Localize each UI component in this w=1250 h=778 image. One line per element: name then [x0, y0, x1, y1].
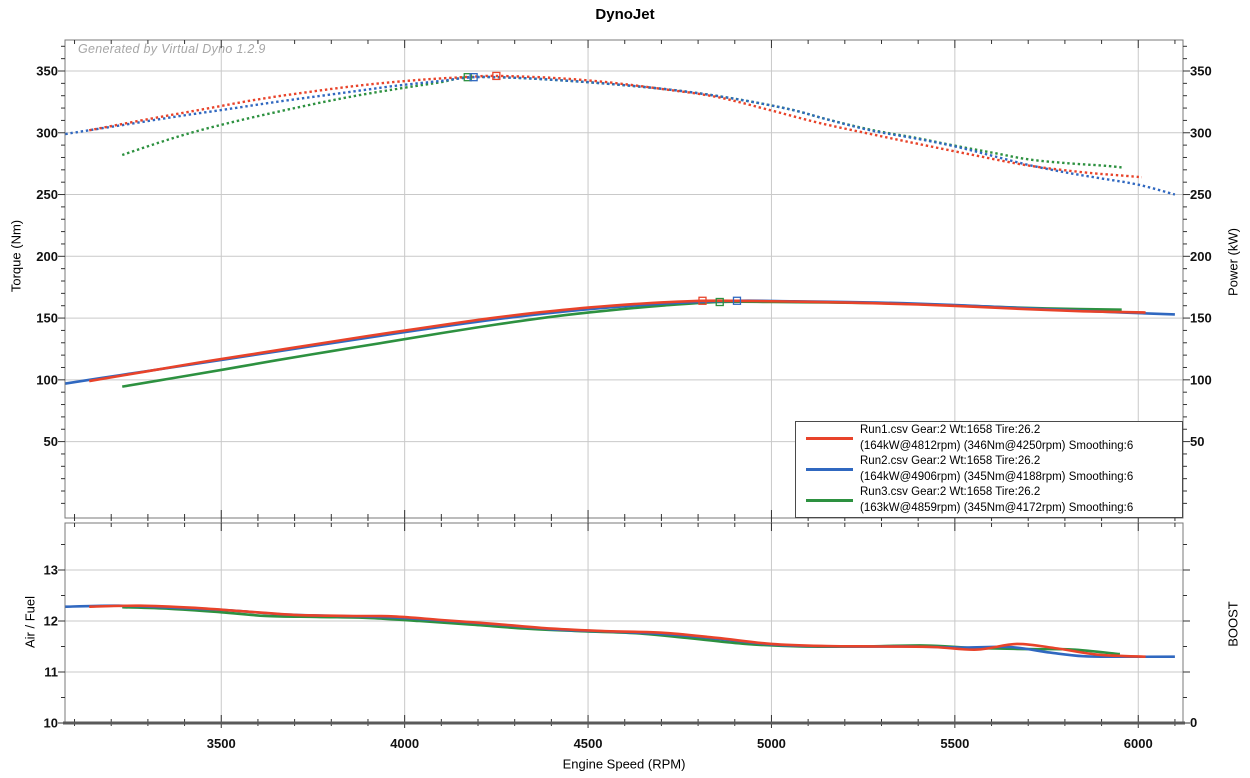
panel-border	[64, 522, 1184, 724]
tick-label: 200	[1190, 249, 1212, 264]
boost-axis-title: BOOST	[1225, 601, 1241, 647]
legend-item-run1: Run1.csv Gear:2 Wt:1658 Tire:26.2 (164kW@…	[796, 423, 1182, 454]
tick-label: 100	[36, 372, 58, 387]
legend-item-text: Run2.csv Gear:2 Wt:1658 Tire:26.2 (164kW@…	[860, 454, 1133, 485]
tick-label: 10	[44, 716, 58, 731]
x-axis-title: Engine Speed (RPM)	[562, 756, 686, 772]
legend-item-text: Run3.csv Gear:2 Wt:1658 Tire:26.2 (163kW@…	[860, 485, 1133, 516]
watermark: Generated by Virtual Dyno 1.2.9	[78, 42, 266, 56]
tick-label: 300	[36, 125, 58, 140]
tick-label: 11	[44, 665, 58, 680]
power-axis-title: Power (kW)	[1225, 228, 1241, 296]
tick-label: 4000	[390, 736, 419, 751]
chart-title: DynoJet	[595, 6, 655, 23]
peak-marker	[698, 296, 707, 305]
peak-marker	[469, 73, 478, 82]
tick-label: 150	[1190, 311, 1212, 326]
legend-item-line2: (164kW@4906rpm) (345Nm@4188rpm) Smoothin…	[860, 470, 1134, 483]
series-run1-air-fuel	[89, 604, 1146, 658]
torque-axis-title: Torque (Nm)	[8, 219, 24, 293]
tick-label: 50	[1190, 434, 1204, 449]
tick-label: 0	[1190, 715, 1197, 730]
tick-label: 150	[36, 311, 58, 326]
legend-item-line2: (164kW@4812rpm) (346Nm@4250rpm) Smoothin…	[860, 439, 1134, 452]
air-fuel-axis-title: Air / Fuel	[22, 595, 38, 649]
tick-label: 100	[1190, 372, 1212, 387]
legend-item-line2: (163kW@4859rpm) (345Nm@4172rpm) Smoothin…	[860, 501, 1134, 514]
legend-swatch-line	[806, 437, 853, 440]
tick-label: 5500	[940, 736, 969, 751]
tick-label: 250	[36, 187, 58, 202]
series-run1-power-kw-	[88, 299, 1146, 383]
legend-item-line1: Run1.csv Gear:2 Wt:1658 Tire:26.2	[860, 424, 1041, 436]
tick-label: 6000	[1124, 736, 1153, 751]
tick-label: 4500	[574, 736, 603, 751]
tick-label: 3500	[207, 736, 236, 751]
tick-label: 50	[44, 434, 58, 449]
tick-label: 350	[1190, 64, 1212, 79]
legend-item-line1: Run3.csv Gear:2 Wt:1658 Tire:26.2	[860, 486, 1041, 498]
legend-swatch-line	[806, 468, 853, 471]
tick-label: 300	[1190, 125, 1212, 140]
legend-item-run2: Run2.csv Gear:2 Wt:1658 Tire:26.2 (164kW@…	[796, 454, 1182, 485]
tick-label: 250	[1190, 187, 1212, 202]
peak-marker	[732, 296, 742, 305]
peak-marker	[715, 297, 724, 307]
series-run1-torque-nm-	[88, 74, 1142, 179]
tick-label: 12	[44, 614, 58, 629]
series-run3-power-kw-	[122, 300, 1122, 388]
series-run2-torque-nm-	[65, 75, 1176, 196]
series-run3-torque-nm-	[121, 75, 1122, 169]
tick-label: 200	[36, 249, 58, 264]
tick-label: 5000	[757, 736, 786, 751]
tick-label: 13	[44, 563, 58, 578]
panel-border	[64, 39, 1184, 519]
legend-swatch-line	[806, 499, 853, 502]
legend-item-text: Run1.csv Gear:2 Wt:1658 Tire:26.2 (164kW@…	[860, 423, 1133, 454]
peak-marker	[492, 71, 501, 81]
legend-item-line1: Run2.csv Gear:2 Wt:1658 Tire:26.2	[860, 455, 1041, 467]
peak-marker	[463, 73, 472, 82]
legend-item-run3: Run3.csv Gear:2 Wt:1658 Tire:26.2 (163kW@…	[796, 485, 1182, 516]
series-run2-power-kw-	[65, 299, 1175, 385]
tick-label: 350	[36, 64, 58, 79]
legend: Run1.csv Gear:2 Wt:1658 Tire:26.2 (164kW@…	[795, 421, 1183, 518]
